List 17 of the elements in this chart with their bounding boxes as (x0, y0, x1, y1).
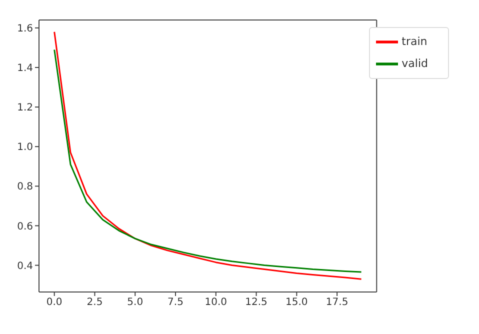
legend-label: train (402, 35, 428, 48)
x-tick-label: 17.5 (326, 297, 348, 308)
x-tick-label: 2.5 (86, 297, 103, 308)
x-tick-label: 12.5 (245, 297, 268, 308)
y-tick-label: 0.4 (17, 260, 33, 272)
x-tick-label: 15.0 (286, 297, 308, 308)
x-tick-label: 10.0 (204, 297, 228, 308)
y-tick-label: 1.6 (17, 23, 33, 34)
y-tick-label: 0.6 (17, 221, 33, 232)
x-tick-label: 5.0 (127, 297, 144, 308)
y-tick-label: 1.4 (17, 63, 33, 74)
legend-label: valid (402, 57, 429, 70)
x-tick-label: 7.5 (168, 297, 184, 308)
y-tick-label: 1.0 (17, 142, 33, 154)
y-tick-label: 0.8 (17, 182, 33, 193)
y-tick-label: 1.2 (17, 102, 33, 114)
x-tick-label: 0.0 (46, 297, 62, 308)
